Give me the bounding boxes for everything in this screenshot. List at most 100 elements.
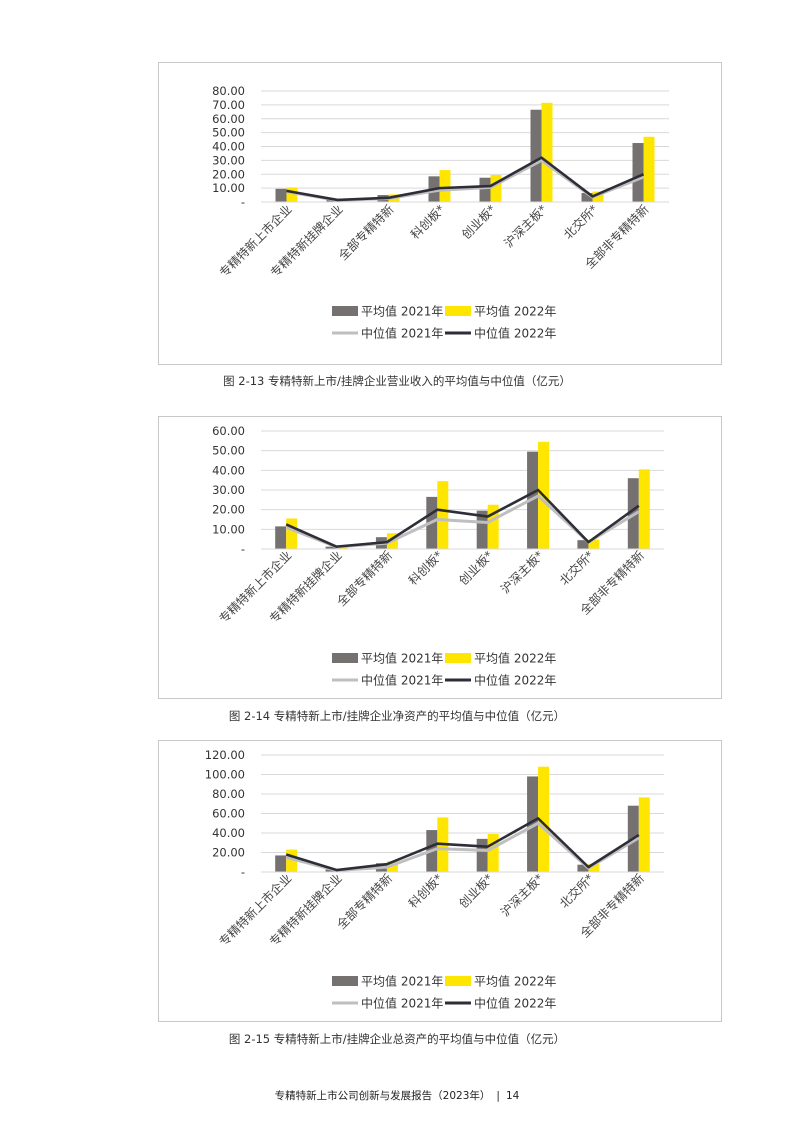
page-number: 14	[505, 1090, 520, 1102]
bar-avg-2022	[490, 174, 502, 202]
bar-avg-2021	[275, 526, 287, 549]
x-category-label: 沪深主板*	[502, 202, 550, 250]
legend-label: 平均值 2022年	[474, 304, 556, 319]
x-category-label: 科创板*	[406, 871, 446, 911]
y-tick-label: 20.00	[212, 846, 245, 860]
legend-swatch	[332, 976, 358, 986]
y-tick-label: 60.00	[212, 112, 245, 126]
y-tick-label: 30.00	[212, 153, 245, 167]
bar-avg-2021	[326, 199, 338, 202]
x-category-label: 沪深主板*	[498, 871, 546, 919]
legend-swatch	[445, 976, 471, 986]
legend-label: 中位值 2022年	[474, 996, 556, 1011]
legend-label: 平均值 2021年	[361, 651, 443, 666]
legend-label: 平均值 2022年	[474, 651, 556, 666]
bar-avg-2022	[638, 469, 650, 549]
y-tick-label: 20.00	[212, 167, 245, 181]
x-category-label: 北交所*	[556, 871, 596, 911]
bar-avg-2021	[476, 510, 488, 549]
legend-swatch	[332, 653, 358, 663]
bar-avg-2022	[437, 481, 449, 549]
y-tick-label: 40.00	[212, 826, 245, 840]
bar-avg-2021	[275, 855, 287, 872]
legend-label: 中位值 2021年	[361, 996, 443, 1011]
legend-label: 中位值 2021年	[361, 326, 443, 341]
y-tick-label: 120.00	[205, 748, 245, 762]
x-category-label: 创业板*	[459, 202, 499, 242]
y-tick-label: 10.00	[212, 522, 245, 536]
chart-2-14: -10.0020.0030.0040.0050.0060.00专精特新上市企业专…	[212, 424, 664, 688]
chart-panel-2-15: -20.00 40.00 60.00 80.00 100.00 120.00 专精特新上市企…	[158, 740, 722, 1022]
x-category-label: 北交所*	[560, 202, 600, 242]
x-category-label: 科创板*	[408, 202, 448, 242]
bar-avg-2021	[581, 192, 593, 202]
bar-avg-2021	[476, 838, 488, 872]
bar-avg-2022	[588, 539, 600, 549]
bar-avg-2021	[275, 188, 287, 202]
bar-avg-2022	[638, 797, 650, 872]
x-category-label: 科创板*	[406, 548, 446, 588]
bar-avg-2022	[592, 191, 604, 202]
line-median-2022	[286, 156, 645, 202]
y-tick-label: 70.00	[212, 98, 245, 112]
chart-2-15: -20.0040.0060.0080.00100.00120.00专精特新上市企…	[205, 748, 664, 1011]
y-tick-label: 40.00	[212, 140, 245, 154]
legend-label: 平均值 2021年	[361, 974, 443, 989]
bar-avg-2022	[538, 766, 550, 872]
bar-avg-2022	[439, 170, 451, 202]
y-tick-label: 60.00	[212, 807, 245, 821]
y-tick-label: 40.00	[212, 463, 245, 477]
y-tick-label: 80.00	[212, 787, 245, 801]
y-tick-label: 60.00	[212, 424, 245, 438]
legend-swatch	[445, 653, 471, 663]
bar-avg-2022	[487, 833, 499, 872]
bar-avg-2022	[643, 136, 655, 202]
bar-avg-2022	[286, 518, 298, 549]
chart-panel-2-13: -10.00 20.00 30.00 40.00 50.00 60.00 70.00 80.0…	[158, 62, 722, 365]
bar-avg-2021	[527, 776, 539, 872]
y-tick-label: 100.00	[205, 768, 245, 782]
x-category-label: 北交所*	[556, 548, 596, 588]
page-footer: 专精特新上市公司创新与发展报告（2023年） | 14	[0, 1088, 794, 1103]
legend-label: 中位值 2022年	[474, 673, 556, 688]
figure-caption-2-13: 图 2-13 专精特新上市/挂牌企业营业收入的平均值与中位值（亿元）	[223, 374, 571, 388]
chart-panel-2-14: -10.00 20.00 30.00 40.00 50.00 60.00 专精特新上市企业专…	[158, 416, 722, 699]
chart-2-13: -10.0020.0030.0040.0050.0060.0070.0080.0…	[212, 84, 669, 341]
y-tick-label: -	[241, 865, 245, 879]
bar-avg-2022	[541, 102, 553, 202]
x-category-label: 沪深主板*	[498, 548, 546, 596]
bar-avg-2022	[487, 504, 499, 549]
line-median-2022	[285, 488, 640, 548]
y-tick-label: 30.00	[212, 483, 245, 497]
bar-avg-2021	[577, 864, 589, 872]
y-tick-label: 80.00	[212, 84, 245, 98]
line-median-2022	[285, 817, 640, 872]
bar-avg-2022	[588, 863, 600, 872]
bar-avg-2021	[530, 109, 542, 202]
legend-label: 中位值 2021年	[361, 673, 443, 688]
bar-avg-2022	[286, 187, 298, 202]
y-tick-label: 50.00	[212, 444, 245, 458]
legend-swatch	[332, 306, 358, 316]
figure-caption-2-14: 图 2-14 专精特新上市/挂牌企业净资产的平均值与中位值（亿元）	[228, 709, 566, 723]
legend-swatch	[445, 306, 471, 316]
y-tick-label: 20.00	[212, 503, 245, 517]
bar-avg-2021	[325, 869, 337, 872]
y-tick-label: 50.00	[212, 126, 245, 140]
legend-label: 平均值 2021年	[361, 304, 443, 319]
y-tick-label: -	[241, 542, 245, 556]
legend-label: 中位值 2022年	[474, 326, 556, 341]
figure-caption-2-15: 图 2-15 专精特新上市/挂牌企业总资产的平均值与中位值（亿元）	[228, 1032, 566, 1046]
x-category-label: 创业板*	[456, 548, 496, 588]
legend-label: 平均值 2022年	[474, 974, 556, 989]
bar-avg-2022	[286, 849, 298, 872]
footer-title: 专精特新上市公司创新与发展报告（2023年）	[274, 1090, 491, 1102]
x-category-label: 创业板*	[456, 871, 496, 911]
footer-separator: |	[496, 1090, 500, 1102]
y-tick-label: 10.00	[212, 181, 245, 195]
x-category-label: 全部专精特新	[335, 202, 397, 264]
bar-avg-2021	[632, 143, 644, 202]
y-tick-label: -	[241, 195, 245, 209]
bar-avg-2021	[479, 177, 491, 202]
bar-avg-2021	[325, 546, 337, 549]
